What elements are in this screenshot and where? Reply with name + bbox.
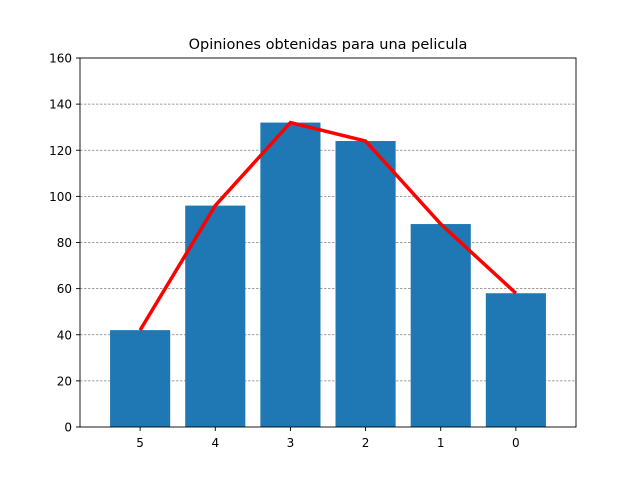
chart-title: Opiniones obtenidas para una pelicula [189,37,468,53]
bar-4 [185,205,246,427]
y-tick-label-120: 120 [49,144,72,158]
y-tick-label-40: 40 [57,328,72,342]
y-tick-label-160: 160 [49,52,72,66]
trend-line [138,120,518,332]
y-tick-label-80: 80 [57,236,72,250]
x-axis-ticks: 5 4 3 2 1 0 [136,427,520,450]
x-tick-label-4: 4 [211,436,219,450]
x-tick-label-5: 5 [136,436,144,450]
y-tick-label-20: 20 [57,374,72,388]
bars [110,122,546,427]
bar-5 [110,330,171,427]
y-tick-label-60: 60 [57,282,72,296]
trend-line-layer [138,120,518,332]
x-tick-label-2: 2 [362,436,370,450]
y-axis-ticks: 0 20 40 60 80 100 120 140 160 [49,52,80,435]
y-tick-label-140: 140 [49,98,72,112]
x-tick-label-3: 3 [287,436,295,450]
x-tick-label-1: 1 [437,436,445,450]
bar-3 [260,122,321,427]
bar-1 [410,224,471,427]
bar-0 [485,293,546,427]
bar-2 [335,141,396,427]
x-tick-label-0: 0 [512,436,520,450]
y-tick-label-100: 100 [49,190,72,204]
y-tick-label-0: 0 [64,421,72,435]
